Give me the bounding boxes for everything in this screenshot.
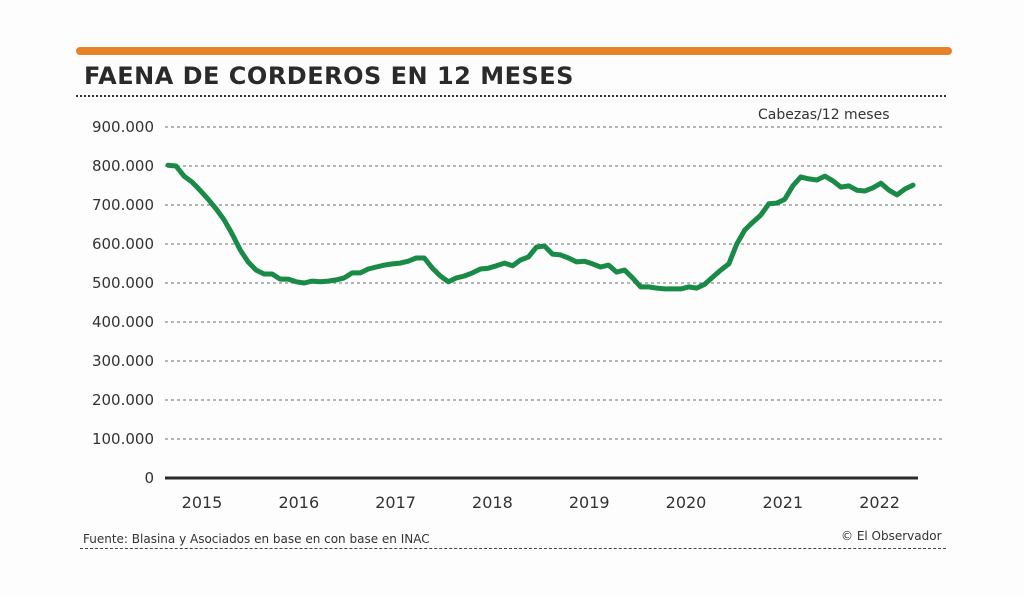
x-tick-label: 2015: [182, 493, 223, 512]
y-tick-label: 900.000: [92, 118, 154, 136]
y-tick-label: 500.000: [92, 274, 154, 292]
x-tick-label: 2020: [666, 493, 707, 512]
footer-divider: [80, 548, 946, 549]
title-divider: [76, 95, 946, 97]
y-tick-label: 200.000: [92, 391, 154, 409]
y-tick-label: 0: [144, 469, 154, 487]
chart-title: FAENA DE CORDEROS EN 12 MESES: [84, 62, 574, 90]
x-tick-label: 2018: [472, 493, 513, 512]
x-tick-label: 2019: [569, 493, 610, 512]
y-tick-label: 700.000: [92, 196, 154, 214]
x-axis-ticks: 2015 2016 2017 2018 2019 2020 2021 2022: [182, 493, 900, 512]
x-tick-label: 2017: [375, 493, 416, 512]
y-tick-label: 300.000: [92, 352, 154, 370]
x-tick-label: 2021: [762, 493, 803, 512]
y-tick-label: 100.000: [92, 430, 154, 448]
credit-note: © El Observador: [841, 529, 942, 543]
series-line: [165, 162, 916, 292]
accent-bar: [76, 47, 952, 55]
grid-lines: [165, 126, 945, 440]
y-tick-label: 800.000: [92, 157, 154, 175]
unit-label: Cabezas/12 meses: [758, 107, 890, 123]
y-tick-label: 600.000: [92, 235, 154, 253]
x-tick-label: 2016: [278, 493, 319, 512]
y-axis-ticks: 0 100.000 200.000 300.000 400.000 500.000 600.…: [92, 118, 154, 487]
x-tick-label: 2022: [859, 493, 900, 512]
source-note: Fuente: Blasina y Asociados en base en c…: [83, 532, 430, 546]
y-tick-label: 400.000: [92, 313, 154, 331]
